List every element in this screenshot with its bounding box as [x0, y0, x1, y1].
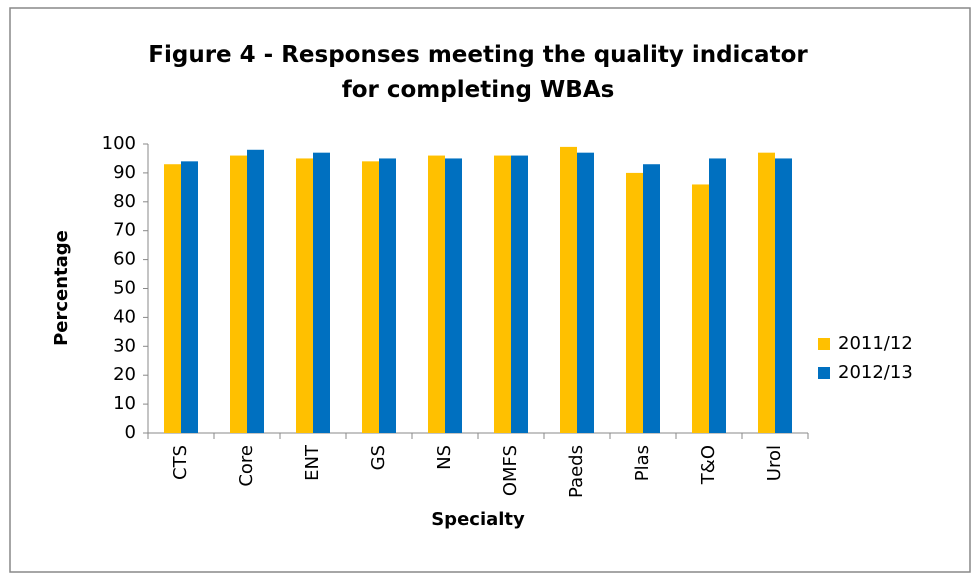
x-tick-label: Plas: [632, 445, 653, 481]
y-tick-label: 30: [113, 335, 136, 356]
bar: [692, 184, 709, 433]
chart-title: Figure 4 - Responses meeting the quality…: [148, 42, 808, 103]
x-tick-label: T&O: [698, 445, 719, 485]
y-tick-label: 70: [113, 220, 136, 241]
x-tick-label: Paeds: [566, 445, 587, 498]
legend-swatch: [818, 367, 830, 379]
bar: [230, 155, 247, 433]
y-tick-label: 100: [102, 133, 136, 154]
bar: [428, 155, 445, 433]
x-tick-label: GS: [368, 445, 389, 470]
y-tick-label: 20: [113, 364, 136, 385]
bar: [445, 158, 462, 433]
x-tick-label: Urol: [764, 445, 785, 481]
y-tick-label: 0: [125, 422, 136, 443]
y-tick-label: 80: [113, 191, 136, 212]
x-tick-label: OMFS: [500, 445, 521, 496]
bar: [511, 155, 528, 433]
bar: [379, 158, 396, 433]
bar: [247, 149, 264, 433]
bar: [560, 146, 577, 433]
y-tick-label: 10: [113, 393, 136, 414]
x-tick-label: NS: [434, 445, 455, 470]
x-tick-label: ENT: [302, 444, 323, 481]
bar: [313, 152, 330, 434]
bar: [362, 161, 379, 433]
y-tick-label: 60: [113, 249, 136, 270]
bar: [643, 164, 660, 434]
y-tick-label: 40: [113, 306, 136, 327]
legend-label: 2012/13: [838, 362, 913, 383]
y-tick-label: 90: [113, 162, 136, 183]
bar: [709, 158, 726, 433]
x-tick-label: CTS: [170, 445, 191, 480]
legend-label: 2011/12: [838, 333, 913, 354]
bar: [164, 164, 181, 434]
bar: [758, 152, 775, 434]
bar: [577, 152, 594, 434]
bar: [296, 158, 313, 433]
bar: [181, 161, 198, 433]
legend-swatch: [818, 338, 830, 350]
bar: [626, 172, 643, 433]
x-tick-label: Core: [236, 445, 257, 487]
x-axis-label: Specialty: [431, 509, 525, 530]
y-tick-label: 50: [113, 278, 136, 299]
bar: [775, 158, 792, 433]
bar: [494, 155, 511, 433]
y-axis-label: Percentage: [51, 230, 72, 346]
